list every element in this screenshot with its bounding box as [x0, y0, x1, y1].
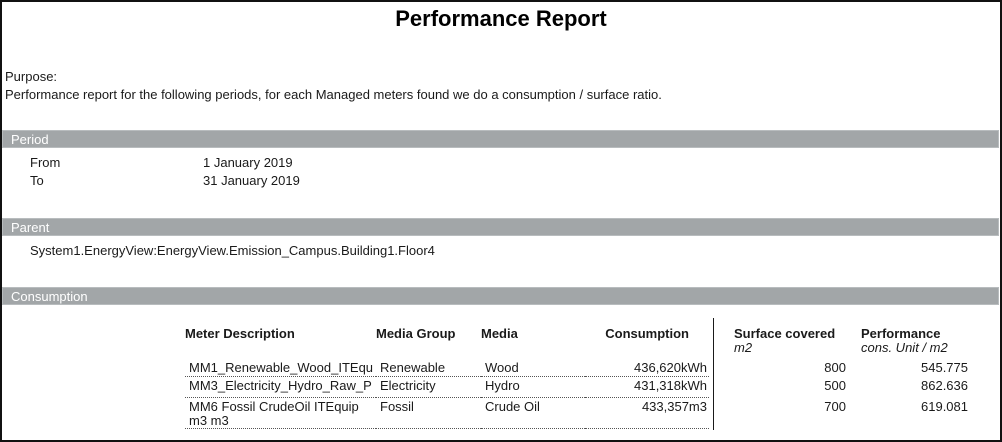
from-label: From [30, 155, 61, 170]
cell-spacer [709, 359, 726, 377]
cell-consumption: 433,357m3 [585, 398, 709, 429]
surface-covered-label: Surface covered [734, 326, 836, 341]
cell-media-group: Electricity [376, 377, 481, 398]
col-header-consumption: Consumption [605, 326, 689, 341]
performance-label: Performance [861, 326, 941, 341]
col-header-media: Media [481, 326, 518, 341]
cell-consumption: 436,620kWh [585, 359, 709, 377]
cell-meter-description: MM6 Fossil CrudeOil ITEquip m3 m3 [185, 398, 376, 429]
cell-media-group: Fossil [376, 398, 481, 429]
purpose-description: Performance report for the following per… [5, 87, 662, 102]
col-header-surface-covered: Surface covered m2 [726, 325, 846, 359]
cell-surface-covered: 800 [824, 360, 846, 375]
cell-surface-covered: 700 [824, 399, 846, 414]
cell-spacer [709, 377, 726, 398]
cell-performance: 862.636 [921, 378, 968, 393]
cell-meter-description: MM1_Renewable_Wood_ITEqu [185, 359, 376, 377]
parent-section-header: Parent [2, 218, 999, 236]
cell-consumption: 431,318kWh [585, 377, 709, 398]
cell-spacer [709, 398, 726, 429]
cell-media: Wood [481, 359, 585, 377]
header-spacer [709, 325, 726, 359]
cell-meter-description: MM3_Electricity_Hydro_Raw_P [185, 377, 376, 398]
from-value: 1 January 2019 [203, 155, 293, 170]
page-title: Performance Report [395, 6, 607, 31]
cell-performance: 545.775 [921, 360, 968, 375]
cell-performance: 619.081 [921, 399, 968, 414]
consumption-table: Meter Description Media Group Media Cons… [185, 325, 968, 429]
col-header-media-group: Media Group [376, 326, 456, 341]
surface-unit-label: m2 [734, 340, 753, 355]
col-header-meter-description: Meter Description [185, 326, 295, 341]
table-column-divider [713, 318, 714, 430]
performance-unit-label: cons. Unit / m2 [861, 340, 948, 355]
cell-media: Hydro [481, 377, 585, 398]
consumption-section-header: Consumption [2, 287, 999, 305]
cell-media-group: Renewable [376, 359, 481, 377]
purpose-label: Purpose: [5, 69, 58, 84]
col-header-performance: Performance cons. Unit / m2 [846, 325, 968, 359]
to-label: To [30, 173, 44, 188]
cell-surface-covered: 500 [824, 378, 846, 393]
cell-media: Crude Oil [481, 398, 585, 429]
parent-path: System1.EnergyView:EnergyView.Emission_C… [30, 243, 435, 258]
period-section-header: Period [2, 130, 999, 148]
to-value: 31 January 2019 [203, 173, 300, 188]
